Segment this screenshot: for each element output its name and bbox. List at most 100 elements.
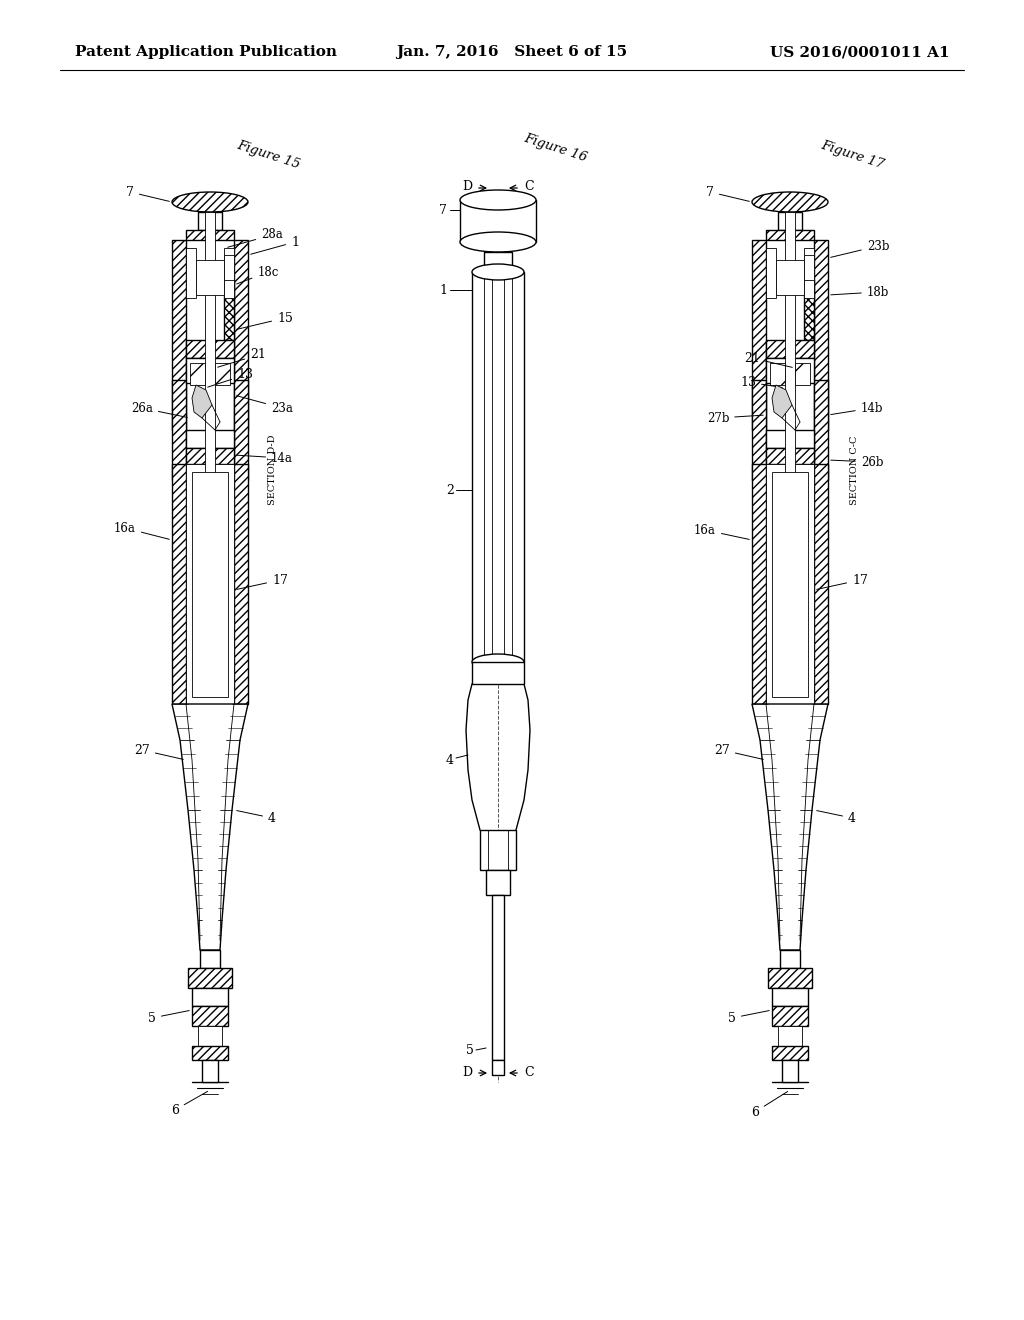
Text: 27: 27 <box>134 743 183 759</box>
Text: SECTION C-C: SECTION C-C <box>850 436 859 504</box>
Text: 14a: 14a <box>237 451 293 465</box>
Text: US 2016/0001011 A1: US 2016/0001011 A1 <box>770 45 950 59</box>
Text: 1: 1 <box>439 284 447 297</box>
Bar <box>814 380 828 480</box>
Bar <box>234 380 248 480</box>
Polygon shape <box>193 385 212 418</box>
Bar <box>202 1060 218 1082</box>
Bar <box>193 473 228 697</box>
Bar <box>778 1026 802 1045</box>
Bar <box>804 255 814 280</box>
Text: Figure 17: Figure 17 <box>819 139 886 172</box>
Bar <box>766 447 814 465</box>
Bar <box>752 240 766 430</box>
Bar <box>224 248 234 298</box>
Text: 14b: 14b <box>830 401 884 414</box>
Ellipse shape <box>752 191 828 213</box>
Bar <box>804 248 814 298</box>
Bar <box>172 465 186 704</box>
Polygon shape <box>752 704 828 950</box>
Text: 6: 6 <box>171 1092 208 1117</box>
Bar <box>234 240 248 430</box>
Text: 26b: 26b <box>830 455 884 469</box>
Bar <box>200 950 220 968</box>
Bar <box>772 473 808 697</box>
Text: 23b: 23b <box>830 239 889 257</box>
Bar <box>778 213 802 230</box>
Bar <box>780 950 800 968</box>
Text: 5: 5 <box>148 1011 189 1024</box>
Bar <box>804 280 814 341</box>
Bar <box>766 248 776 298</box>
Bar <box>752 465 766 704</box>
Text: Figure 15: Figure 15 <box>234 139 301 172</box>
Bar <box>768 968 812 987</box>
Text: 7: 7 <box>126 186 169 202</box>
Bar <box>234 465 248 704</box>
Ellipse shape <box>460 232 536 252</box>
Text: Jan. 7, 2016   Sheet 6 of 15: Jan. 7, 2016 Sheet 6 of 15 <box>396 45 628 59</box>
Bar <box>186 430 234 447</box>
Bar <box>186 358 234 383</box>
Text: 5: 5 <box>728 1011 769 1024</box>
Bar <box>190 363 205 385</box>
Text: D: D <box>462 180 472 193</box>
Bar <box>460 201 536 242</box>
Text: C: C <box>524 1065 534 1078</box>
Bar <box>186 465 234 704</box>
Bar <box>198 213 222 230</box>
Bar <box>186 341 234 358</box>
Text: Patent Application Publication: Patent Application Publication <box>75 45 337 59</box>
Bar <box>186 230 234 240</box>
Bar <box>193 987 228 1006</box>
Text: 17: 17 <box>237 573 288 590</box>
Polygon shape <box>172 704 248 950</box>
Bar <box>186 248 196 298</box>
Bar <box>215 363 230 385</box>
Bar <box>814 465 828 704</box>
Text: 4: 4 <box>237 810 276 825</box>
Bar <box>782 1060 798 1082</box>
Bar <box>486 870 510 895</box>
Text: 15: 15 <box>237 312 293 330</box>
Bar <box>814 240 828 430</box>
Bar <box>766 465 814 704</box>
Bar <box>172 380 186 480</box>
Bar <box>172 240 186 430</box>
Ellipse shape <box>472 264 524 280</box>
Bar <box>193 1045 228 1060</box>
Text: 17: 17 <box>817 573 868 590</box>
Text: 7: 7 <box>707 186 750 202</box>
Text: 28a: 28a <box>227 228 283 247</box>
Text: 16a: 16a <box>694 524 750 540</box>
Text: 23a: 23a <box>237 396 293 414</box>
Polygon shape <box>772 385 792 418</box>
Bar <box>492 895 504 1060</box>
Text: 6: 6 <box>751 1092 787 1118</box>
Bar <box>205 213 215 663</box>
Text: 2: 2 <box>446 483 454 496</box>
Bar <box>193 1006 228 1026</box>
Bar <box>198 1026 222 1045</box>
Text: 16a: 16a <box>114 521 169 540</box>
Text: 27: 27 <box>714 743 763 759</box>
Text: C: C <box>524 180 534 193</box>
Bar <box>224 280 234 341</box>
Bar <box>770 363 785 385</box>
Text: 1: 1 <box>251 235 299 255</box>
Text: 13: 13 <box>740 375 782 388</box>
Bar <box>795 363 810 385</box>
Text: 7: 7 <box>439 203 446 216</box>
Text: Figure 16: Figure 16 <box>521 132 588 165</box>
Text: 27b: 27b <box>707 412 763 425</box>
Bar <box>480 830 516 870</box>
Ellipse shape <box>472 653 524 671</box>
Text: 18b: 18b <box>830 285 889 298</box>
Text: D: D <box>462 1065 472 1078</box>
Text: 13: 13 <box>208 368 253 387</box>
Bar <box>776 260 804 294</box>
Bar <box>766 230 814 240</box>
Text: SECTION D-D: SECTION D-D <box>268 434 278 506</box>
Text: 18c: 18c <box>237 265 279 284</box>
Bar <box>472 663 524 684</box>
